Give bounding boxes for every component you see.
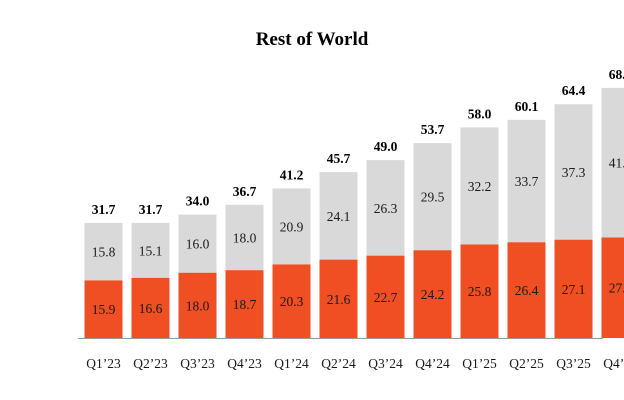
- data-label-lower: 20.3: [280, 294, 304, 309]
- data-label-lower: 18.0: [186, 298, 210, 313]
- bar-segment-lower: [507, 242, 546, 338]
- bar-segment-lower: [131, 277, 170, 338]
- labels-group: 15.9 15.8 31.7 16.6 15.1 31.7 18.0 16.0 34.0 18.7…: [92, 67, 624, 317]
- chart-title: Rest of World: [256, 29, 369, 50]
- bar-segment-upper: [178, 214, 217, 273]
- data-label-total: 64.4: [562, 83, 586, 98]
- bars-group: [84, 87, 624, 338]
- bar-segment-lower: [460, 244, 499, 338]
- data-label-lower: 27.1: [562, 282, 586, 297]
- data-label-lower: 16.6: [139, 301, 163, 316]
- bar-segment-lower: [272, 264, 311, 338]
- x-tick-label: Q2’23: [133, 356, 168, 371]
- data-label-upper: 15.8: [92, 245, 116, 260]
- x-tick-label: Q2’24: [321, 356, 356, 371]
- data-label-total: 45.7: [327, 151, 351, 166]
- data-label-lower: 22.7: [374, 290, 398, 305]
- data-label-lower: 24.2: [421, 287, 445, 302]
- data-label-upper: 26.3: [374, 201, 398, 216]
- data-label-lower: 15.9: [92, 302, 116, 317]
- data-label-lower: 21.6: [327, 292, 351, 307]
- data-label-total: 53.7: [421, 122, 445, 137]
- x-tick-label: Q3’25: [556, 356, 591, 371]
- bar-segment-upper: [366, 160, 405, 256]
- bar-segment-lower: [413, 250, 452, 338]
- x-tick-label: Q1’23: [86, 356, 121, 371]
- bar-segment-upper: [319, 172, 358, 260]
- bar-segment-lower: [178, 272, 217, 338]
- bar-segment-upper: [460, 127, 499, 245]
- data-label-upper: 41.2: [609, 156, 624, 171]
- data-label-upper: 15.1: [139, 243, 163, 258]
- data-label-upper: 33.7: [515, 174, 539, 189]
- data-label-total: 68.9: [609, 67, 624, 82]
- bar-segment-lower: [554, 239, 593, 338]
- data-label-total: 41.2: [280, 167, 304, 182]
- data-label-total: 31.7: [139, 202, 163, 217]
- x-tick-labels: Q1’23 Q2’23 Q3’23 Q4’23 Q1’24 Q2’24 Q3’24 Q4’24…: [86, 356, 624, 371]
- data-label-total: 49.0: [374, 139, 398, 154]
- x-tick-label: Q1’24: [274, 356, 309, 371]
- data-label-lower: 18.7: [233, 297, 257, 312]
- data-label-upper: 18.0: [233, 230, 257, 245]
- x-tick-label: Q4’24: [415, 356, 450, 371]
- bar-segment-upper: [554, 104, 593, 240]
- data-label-total: 58.0: [468, 106, 492, 121]
- bar-segment-lower: [601, 237, 624, 338]
- x-tick-label: Q4’25: [603, 356, 624, 371]
- bar-segment-upper: [601, 87, 624, 238]
- bar-segment-upper: [507, 119, 546, 243]
- bar-segment-upper: [84, 222, 123, 281]
- x-tick-label: Q3’23: [180, 356, 215, 371]
- bar-segment-lower: [319, 259, 358, 338]
- bar-segment-lower: [366, 255, 405, 338]
- x-tick-label: Q4’23: [227, 356, 262, 371]
- bar-segment-upper: [225, 204, 264, 271]
- data-label-total: 34.0: [186, 194, 210, 209]
- bar-segment-lower: [84, 280, 123, 338]
- data-label-lower: 26.4: [515, 283, 539, 298]
- x-tick-label: Q2’25: [509, 356, 544, 371]
- bar-segment-upper: [131, 222, 170, 278]
- bar-segment-lower: [225, 270, 264, 338]
- data-label-total: 31.7: [92, 202, 116, 217]
- data-label-upper: 16.0: [186, 237, 210, 252]
- bar-segment-upper: [413, 143, 452, 251]
- x-tick-label: Q3’24: [368, 356, 403, 371]
- x-tick-label: Q1’25: [462, 356, 497, 371]
- data-label-upper: 24.1: [327, 209, 351, 224]
- data-label-upper: 37.3: [562, 165, 586, 180]
- data-label-total: 36.7: [233, 184, 257, 199]
- data-label-upper: 32.2: [468, 179, 492, 194]
- data-label-upper: 29.5: [421, 190, 445, 205]
- data-label-upper: 20.9: [280, 219, 304, 234]
- data-label-lower: 25.8: [468, 284, 492, 299]
- data-label-total: 60.1: [515, 99, 539, 114]
- bar-segment-upper: [272, 188, 311, 265]
- data-label-lower: 27.7: [609, 281, 624, 296]
